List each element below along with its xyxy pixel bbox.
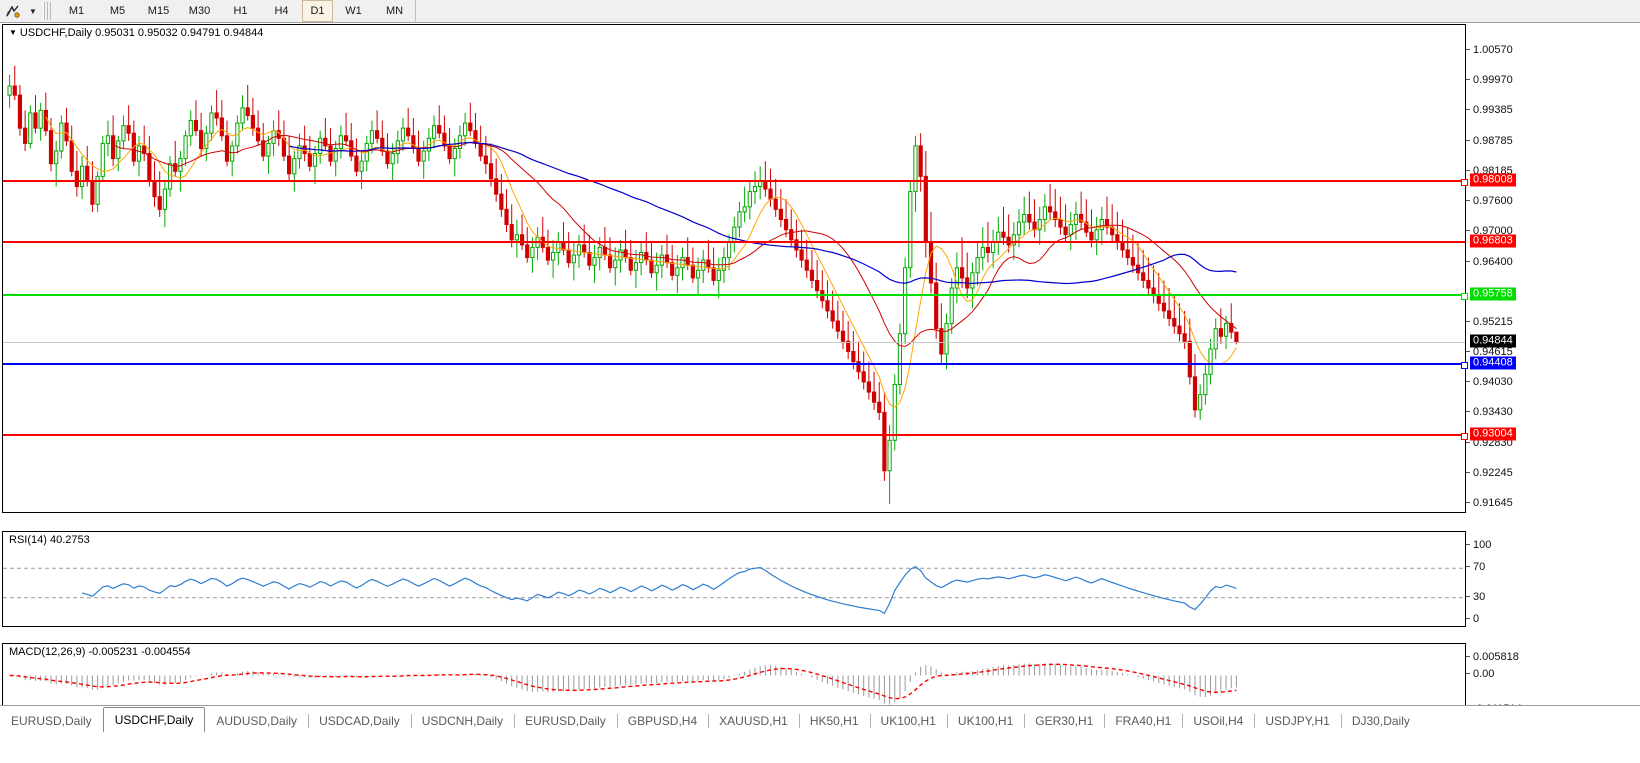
price-tick-0.93430: 0.93430	[1466, 406, 1513, 418]
macd-tick-0.00: 0.00	[1466, 668, 1494, 680]
macd-indicator-panel[interactable]: MACD(12,26,9) -0.005231 -0.004554	[2, 643, 1466, 715]
chart-area[interactable]: ▼ USDCHF,Daily 0.95031 0.95032 0.94791 0.…	[0, 23, 1640, 735]
macd-panel-label: MACD(12,26,9) -0.005231 -0.004554	[7, 646, 193, 658]
level-line-support-green[interactable]	[3, 293, 1468, 301]
timeframe-button-h1[interactable]: H1	[233, 5, 248, 17]
timeframe-button-m5[interactable]: M5	[109, 5, 126, 17]
symbol-ohlc-text: USDCHF,Daily 0.95031 0.95032 0.94791 0.9…	[19, 27, 264, 39]
chart-tab-ger30-h1[interactable]: GER30,H1	[1024, 710, 1104, 732]
price-tick-0.99385: 0.99385	[1466, 104, 1513, 116]
price-tick-0.94030: 0.94030	[1466, 376, 1513, 388]
chart-tab-bar: EURUSD,Daily USDCHF,Daily AUDUSD,Daily USDC…	[0, 705, 1640, 763]
price-axis[interactable]: 1.00570 0.99970 0.99385 0.98785 0.98185 0.976…	[1466, 24, 1640, 513]
level-line-anchor[interactable]	[1461, 293, 1468, 301]
rsi-tick-0: 0	[1466, 613, 1479, 625]
top-toolbar: ▼ M1 M5 M15 M30 H1 H4 D1 W1 MN	[0, 0, 1640, 23]
price-tick-0.97600: 0.97600	[1466, 195, 1513, 207]
chart-tab-xauusd-h1[interactable]: XAUUSD,H1	[708, 710, 799, 732]
candlestick-plot	[7, 65, 1239, 504]
price-panel-label: ▼ USDCHF,Daily 0.95031 0.95032 0.94791 0.…	[7, 27, 266, 39]
chart-tab-usdchf-daily[interactable]: USDCHF,Daily	[102, 707, 206, 732]
price-tick-0.91645: 0.91645	[1466, 497, 1513, 509]
chart-tab-eurusd-daily[interactable]: EURUSD,Daily	[11, 714, 92, 728]
level-line-anchor[interactable]	[1461, 179, 1468, 187]
timeframe-button-group: M1 M5 M15 M30 H1 H4 D1 W1 MN	[56, 0, 416, 22]
chart-tab-uk100-h1[interactable]: UK100,H1	[946, 710, 1024, 732]
chart-tab-usdcnh-daily[interactable]: USDCNH,Daily	[410, 710, 514, 732]
price-tick-0.98785: 0.98785	[1466, 135, 1513, 147]
price-level-label-support-red[interactable]: 0.93004	[1470, 427, 1516, 441]
symbol-caret-icon[interactable]: ▼	[9, 28, 17, 37]
rsi-tick-30: 30	[1466, 591, 1485, 603]
timeframe-button-h4[interactable]: H4	[274, 5, 289, 17]
chart-tab-hk50-h1[interactable]: HK50,H1	[798, 710, 870, 732]
level-line-resistance-2[interactable]	[3, 241, 1465, 244]
price-level-label-support-blue[interactable]: 0.94408	[1470, 356, 1516, 370]
chart-tab-dj30-daily[interactable]: DJ30,Daily	[1340, 710, 1421, 732]
level-line-anchor[interactable]	[1461, 361, 1468, 369]
current-price-label: 0.94844	[1470, 334, 1516, 348]
rsi-indicator-panel[interactable]: RSI(14) 40.2753	[2, 531, 1466, 627]
rsi-line-plot	[3, 565, 1465, 615]
timeframe-button-d1[interactable]: D1	[302, 0, 333, 22]
chart-tab-fra40-h1[interactable]: FRA40,H1	[1104, 710, 1182, 732]
price-tick-0.96400: 0.96400	[1466, 256, 1513, 268]
price-tick-0.99970: 0.99970	[1466, 74, 1513, 86]
price-tick-0.92245: 0.92245	[1466, 467, 1513, 479]
price-tick-1.00570: 1.00570	[1466, 44, 1513, 56]
level-line-support-red[interactable]	[3, 433, 1468, 441]
chart-cursor-icon[interactable]	[0, 0, 26, 22]
timeframe-button-mn[interactable]: MN	[385, 5, 404, 17]
rsi-panel-label: RSI(14) 40.2753	[7, 534, 92, 546]
price-tick-0.97000: 0.97000	[1466, 225, 1513, 237]
price-tick-0.95215: 0.95215	[1466, 316, 1513, 328]
current-price-gridline	[3, 341, 1465, 343]
chart-tab-strip: EURUSD,Daily USDCHF,Daily AUDUSD,Daily USDC…	[0, 705, 1640, 732]
timeframe-button-m1[interactable]: M1	[68, 5, 85, 17]
timeframe-button-m15[interactable]: M15	[147, 5, 170, 17]
chart-tab-usdjpy-h1[interactable]: USDJPY,H1	[1254, 710, 1340, 732]
rsi-tick-100: 100	[1466, 539, 1491, 551]
chart-tab-usdcad-daily[interactable]: USDCAD,Daily	[308, 710, 411, 732]
level-line-support-blue[interactable]	[3, 361, 1468, 369]
macd-histogram-plot	[9, 663, 1237, 705]
level-line-resistance-1[interactable]	[3, 179, 1468, 187]
toolbar-grip[interactable]	[43, 2, 53, 20]
rsi-tick-70: 70	[1466, 561, 1485, 573]
chart-tab-uk100-h1[interactable]: UK100,H1	[869, 710, 947, 732]
chart-tab-gbpusd-h4[interactable]: GBPUSD,H4	[616, 710, 708, 732]
level-line-anchor[interactable]	[1461, 433, 1468, 441]
price-level-label-resistance-1[interactable]: 0.98008	[1470, 173, 1516, 187]
rsi-axis: 100 70 30 0	[1466, 531, 1640, 627]
timeframe-button-w1[interactable]: W1	[345, 5, 362, 17]
chart-tab-eurusd-daily[interactable]: EURUSD,Daily	[514, 710, 617, 732]
timeframe-button-m30[interactable]: M30	[188, 5, 211, 17]
macd-tick-0.005818: 0.005818	[1466, 651, 1519, 663]
price-level-label-support-green[interactable]: 0.95758	[1470, 287, 1516, 301]
price-tick-0.94615: 0.94615	[1466, 346, 1513, 358]
chart-tab-audusd-daily[interactable]: AUDUSD,Daily	[216, 714, 298, 728]
price-chart-panel[interactable]: ▼ USDCHF,Daily 0.95031 0.95032 0.94791 0.…	[2, 24, 1468, 513]
chart-cursor-dropdown-caret[interactable]: ▼	[29, 6, 37, 16]
price-level-label-resistance-2[interactable]: 0.96803	[1470, 234, 1516, 248]
chart-tab-usoil-h4[interactable]: USOil,H4	[1182, 710, 1254, 732]
